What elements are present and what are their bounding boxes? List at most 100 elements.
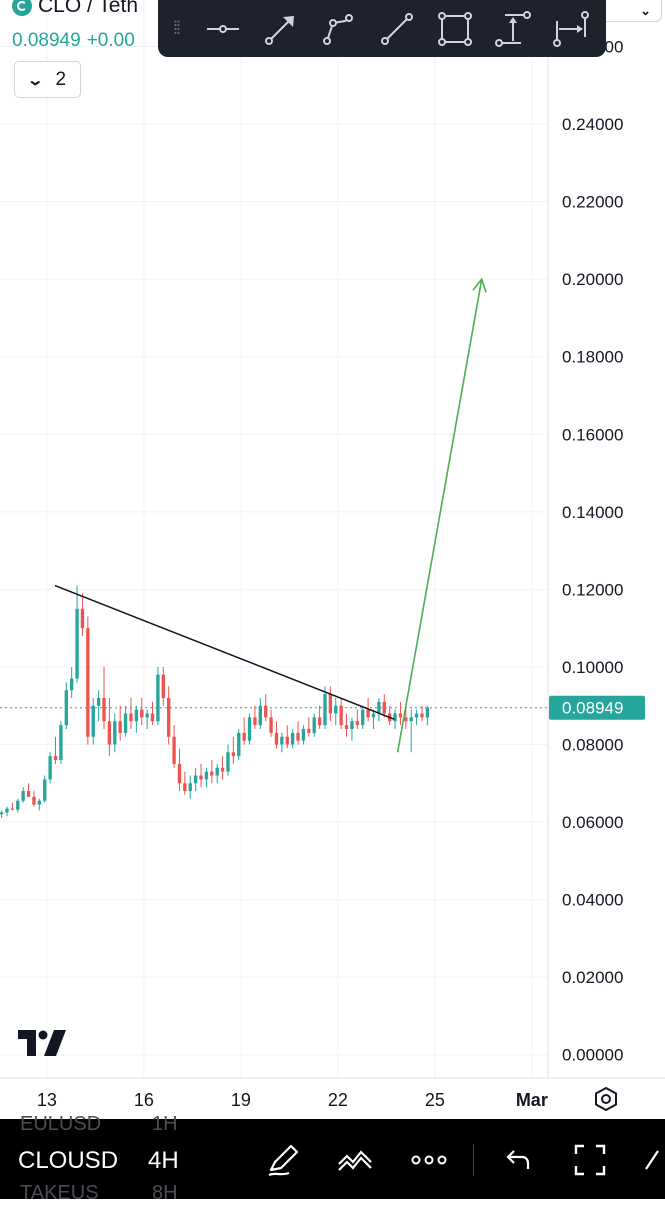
ghost-interval-above: 1H <box>152 1113 178 1135</box>
y-tick-label: 0.14000 <box>562 503 623 522</box>
y-tick-label: 0.16000 <box>562 425 623 444</box>
rectangle-icon[interactable] <box>426 0 484 57</box>
candle <box>264 694 268 722</box>
candle-body <box>269 717 273 733</box>
chevron-down-icon: ⌄ <box>640 3 651 18</box>
candle <box>215 763 219 784</box>
undo-icon[interactable] <box>496 1139 538 1181</box>
y-tick-label: 0.18000 <box>562 348 623 367</box>
candle-body <box>118 721 122 733</box>
projection-arrow-head <box>472 277 487 293</box>
path-icon[interactable] <box>310 0 368 57</box>
candle <box>16 798 20 813</box>
candle <box>269 709 273 737</box>
candle-body <box>5 808 9 813</box>
candle <box>118 705 122 741</box>
candle <box>26 783 31 797</box>
candle-body <box>102 697 106 722</box>
candle-body <box>414 713 419 718</box>
drag-handle-icon[interactable]: ⁞⁞ <box>172 18 181 38</box>
candle-body <box>199 775 203 780</box>
symbol-name: CLO / Teth <box>38 0 138 17</box>
candle <box>10 802 15 811</box>
candle-body <box>145 713 149 718</box>
y-tick-label: 0.10000 <box>562 658 623 677</box>
horizontal-ray-icon[interactable] <box>194 0 252 57</box>
symbol-title[interactable]: CLO / Teth <box>12 0 138 18</box>
arrow-icon[interactable] <box>252 0 310 57</box>
y-tick-label: 0.20000 <box>562 270 623 289</box>
x-tick-label: 19 <box>231 1090 251 1110</box>
chart-options-dropdown[interactable]: ⌄ <box>600 0 662 22</box>
tradingview-logo[interactable] <box>18 1030 66 1061</box>
candle-body <box>409 717 413 722</box>
drawings-icon[interactable] <box>334 1139 376 1181</box>
candle-body <box>420 713 424 718</box>
candle-body <box>123 713 128 733</box>
candle <box>48 752 52 784</box>
pencil-partial-icon[interactable] <box>642 1139 665 1181</box>
interval-list-item-below[interactable]: 8H <box>152 1182 178 1205</box>
candle <box>107 697 112 757</box>
candle-body <box>285 736 289 745</box>
price-change: +0.00 <box>86 30 135 51</box>
candle-body <box>183 783 187 792</box>
ghost-interval-below: 8H <box>152 1182 178 1204</box>
candle-body <box>140 709 144 718</box>
candle-body <box>339 705 343 726</box>
candle-body <box>247 717 252 741</box>
candle <box>172 725 176 768</box>
candle <box>167 686 171 745</box>
candle-body <box>323 694 327 726</box>
candle-body <box>274 732 279 745</box>
symbol-list-item-below[interactable]: TAKEUS <box>20 1182 99 1205</box>
interval-list-item-above[interactable]: 1H <box>152 1113 178 1136</box>
candle-body <box>398 713 403 718</box>
candle <box>91 697 95 745</box>
candle-body <box>96 697 101 706</box>
candle-body <box>220 767 225 772</box>
candle <box>140 697 144 726</box>
candle <box>387 705 392 726</box>
price-range-icon[interactable] <box>484 0 542 57</box>
candle <box>420 705 424 722</box>
candle-body <box>350 721 354 730</box>
fullscreen-icon[interactable] <box>568 1139 612 1181</box>
candle-body <box>307 729 311 733</box>
current-interval: 4H <box>148 1147 179 1174</box>
more-icon[interactable] <box>408 1139 450 1181</box>
settings-icon[interactable] <box>595 1086 617 1112</box>
candle <box>398 701 403 726</box>
candle <box>307 717 311 737</box>
candle <box>312 713 316 737</box>
descending-trend-line[interactable] <box>54 584 395 721</box>
symbol-list-item-above[interactable]: EULUSD <box>20 1113 101 1136</box>
candle-body <box>64 690 68 726</box>
y-tick-label: 0.04000 <box>562 891 623 910</box>
candle <box>123 705 128 737</box>
candle-body <box>177 763 182 784</box>
candle <box>177 748 182 792</box>
candle-body <box>264 705 268 718</box>
current-price-marker <box>549 695 645 720</box>
candle <box>80 593 85 636</box>
indicators-toggle-button[interactable]: ⌄ 2 <box>14 61 81 98</box>
pen-icon[interactable] <box>262 1139 304 1181</box>
candle-body <box>161 674 165 698</box>
trend-line-icon[interactable] <box>368 0 426 57</box>
chevron-down-icon: ⌄ <box>26 71 45 89</box>
candle-body <box>75 608 79 679</box>
candle-body <box>312 717 316 733</box>
candle <box>344 713 349 737</box>
candle-body <box>355 721 359 726</box>
projection-arrow[interactable] <box>396 279 483 753</box>
y-tick-label: 0.12000 <box>562 580 623 599</box>
symbol-selector[interactable]: CLOUSD <box>18 1147 118 1175</box>
candle-body <box>156 674 160 722</box>
candle-body <box>59 725 63 761</box>
interval-selector[interactable]: 4H <box>148 1147 179 1175</box>
date-range-icon[interactable] <box>542 0 600 57</box>
candle-body <box>134 709 139 722</box>
candle <box>404 709 408 730</box>
